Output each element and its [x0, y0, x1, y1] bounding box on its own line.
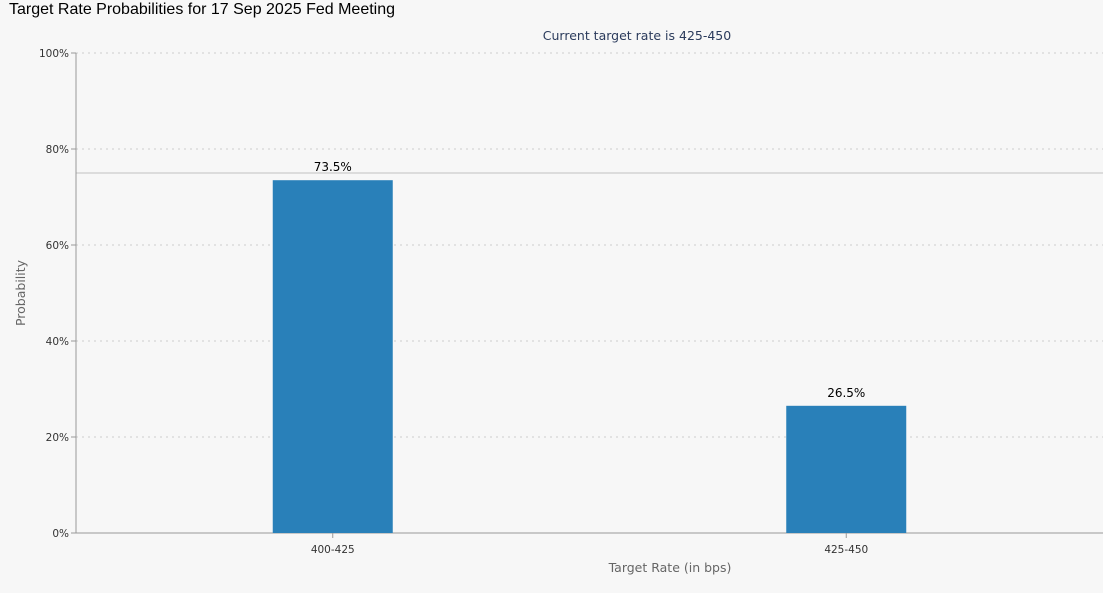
- gridlines: [76, 52, 1103, 438]
- y-tick-label: 40%: [46, 336, 69, 348]
- y-axis-title: Probability: [13, 259, 28, 326]
- chart-subtitle: Current target rate is 425-450: [543, 28, 731, 43]
- bar-400-425[interactable]: [272, 180, 393, 533]
- x-tick-label: 400-425: [311, 544, 355, 556]
- bar-425-450[interactable]: [786, 405, 907, 533]
- y-tick-label: 20%: [46, 432, 69, 444]
- y-tick-labels: 0% 20% 40% 60% 80% 100%: [39, 48, 76, 540]
- y-tick-label: 60%: [46, 240, 69, 252]
- y-tick-label: 0%: [52, 528, 69, 540]
- y-tick-label: 100%: [39, 48, 69, 60]
- axes: [75, 53, 1103, 534]
- x-axis-title: Target Rate (in bps): [608, 560, 732, 575]
- x-tick-labels: 400-425 425-450: [311, 533, 868, 556]
- x-tick-label: 425-450: [824, 544, 868, 556]
- data-labels: 73.5% 26.5%: [314, 160, 866, 400]
- data-label: 26.5%: [827, 386, 865, 400]
- y-tick-label: 80%: [46, 144, 69, 156]
- page-title: Target Rate Probabilities for 17 Sep 202…: [9, 1, 396, 18]
- bars: [272, 180, 907, 533]
- data-label: 73.5%: [314, 160, 352, 174]
